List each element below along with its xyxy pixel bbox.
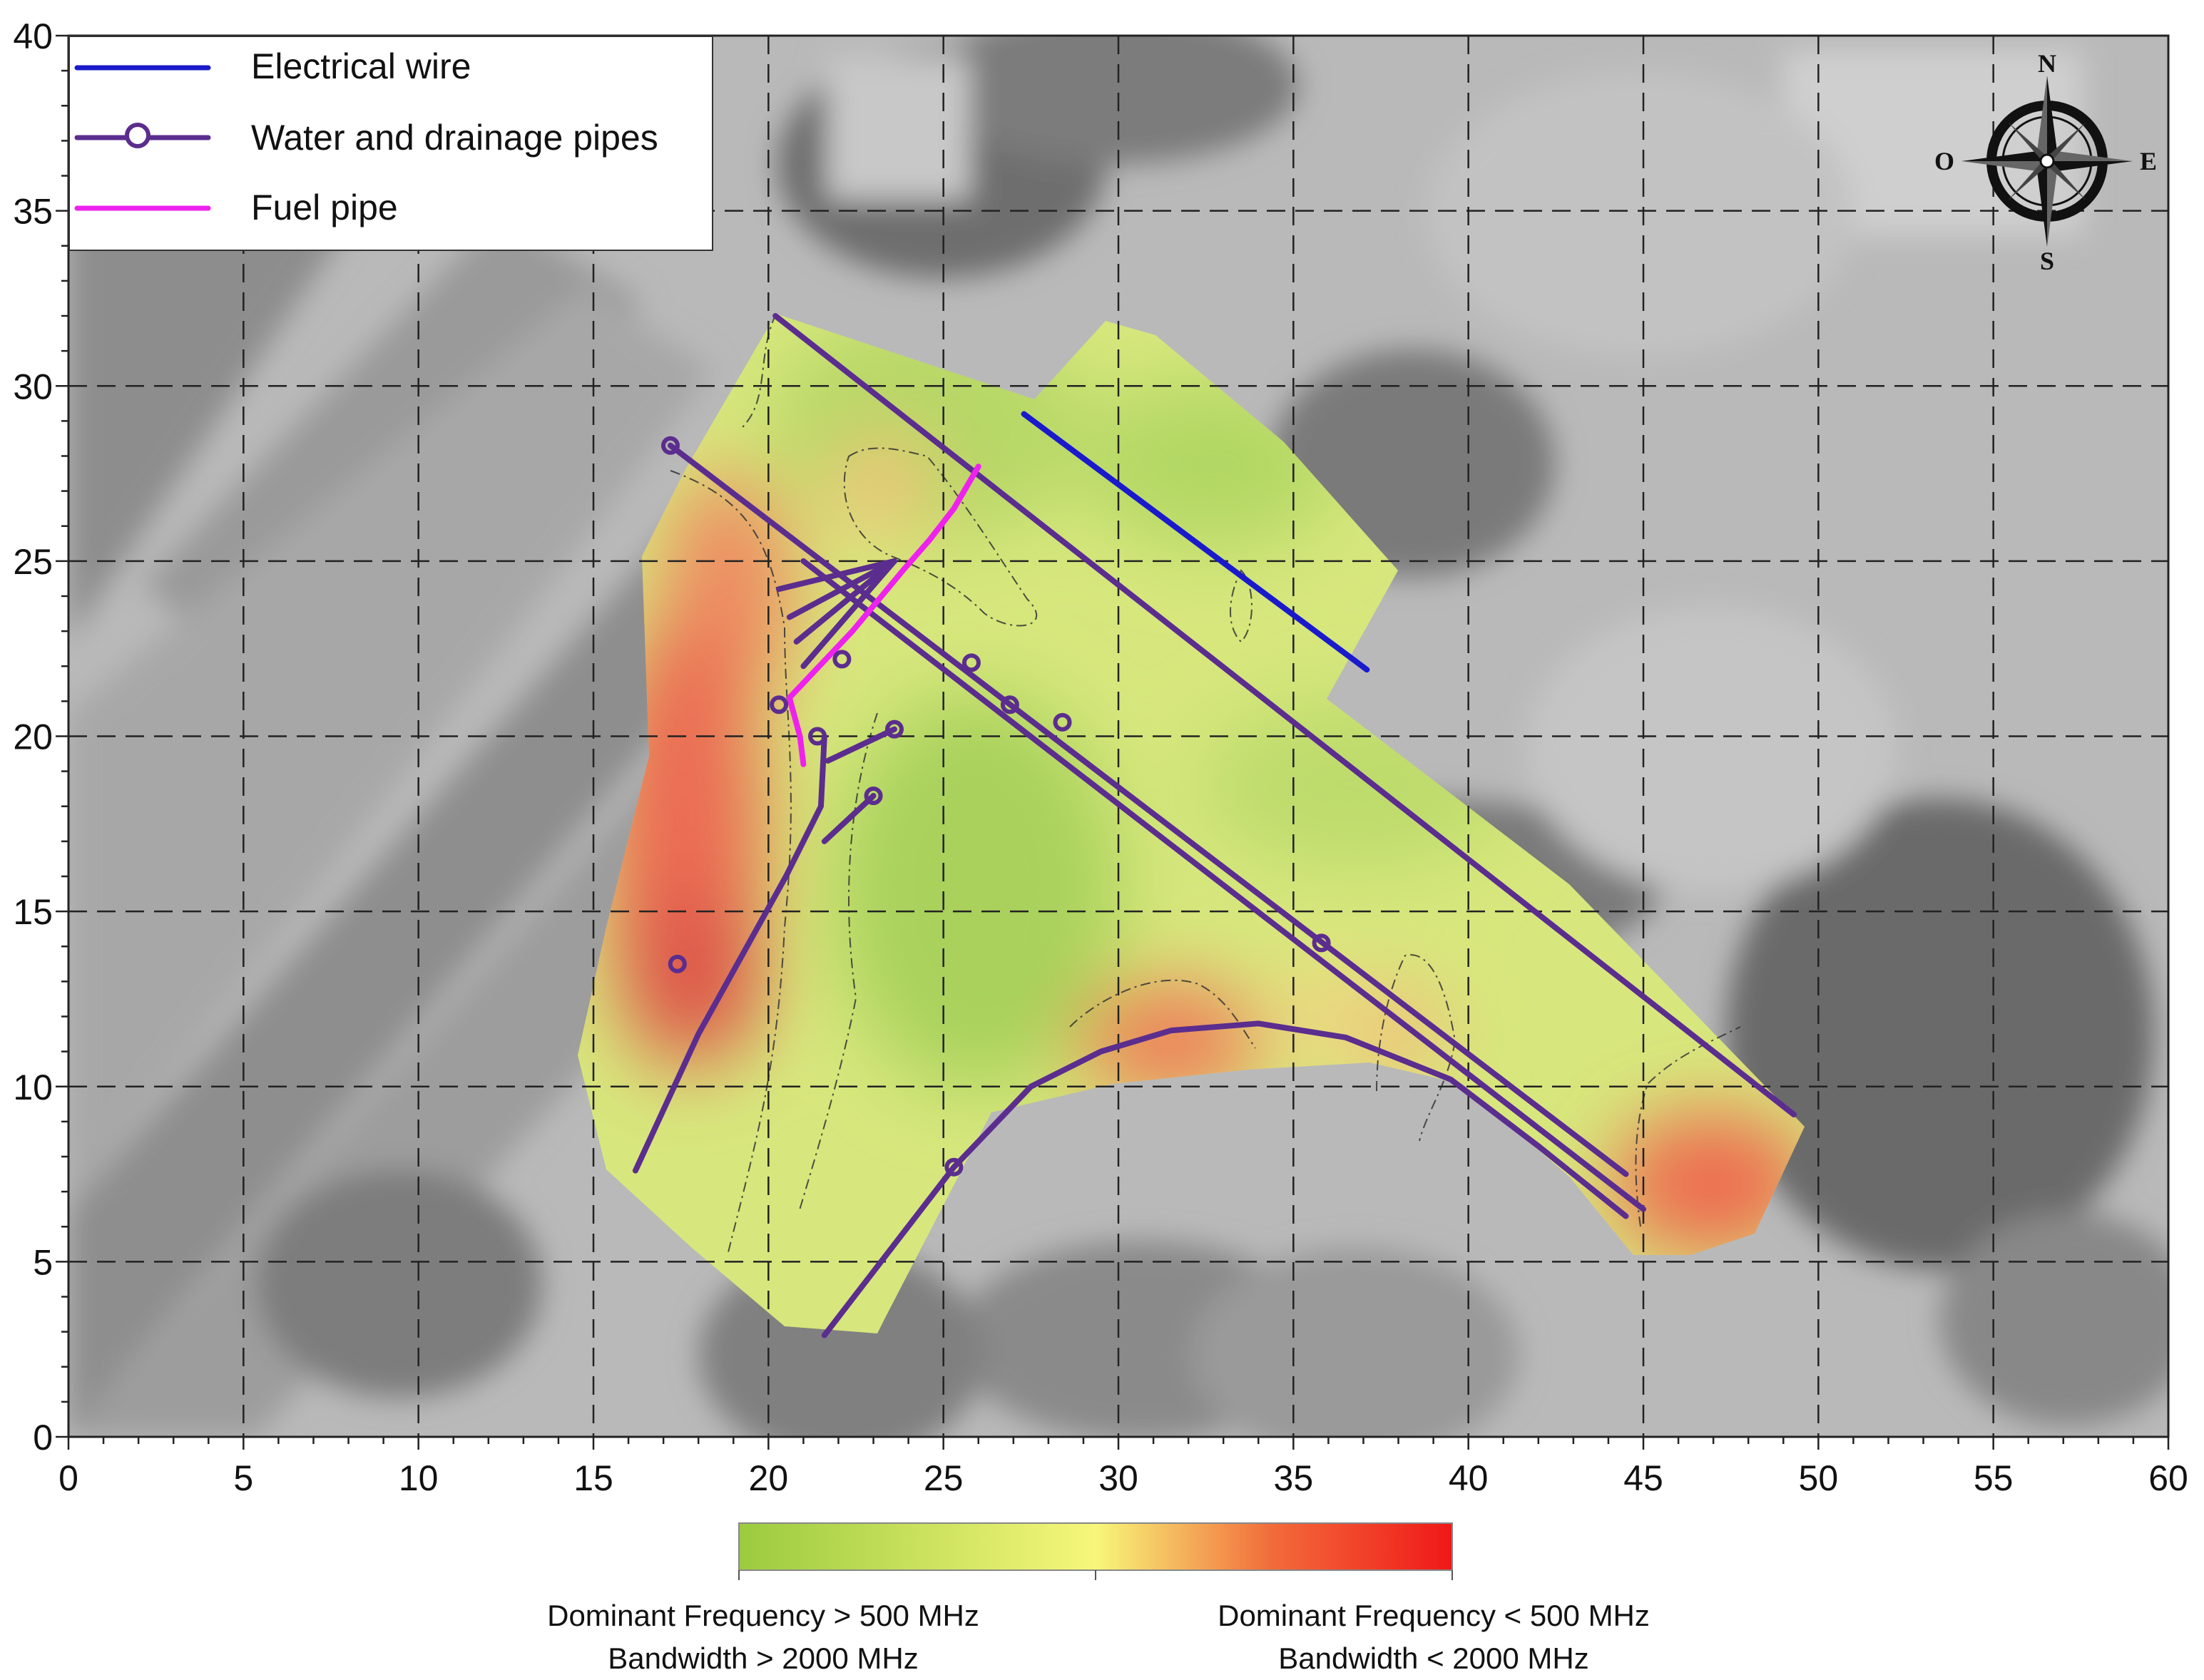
y-tick-label: 0 — [33, 1418, 53, 1458]
x-tick-label: 60 — [2148, 1458, 2188, 1498]
colorbar-left-frequency: Dominant Frequency > 500 MHz — [547, 1599, 979, 1632]
water-pipe-marker — [1312, 933, 1331, 953]
colorbar-gradient — [738, 1522, 1453, 1571]
colorbar-left-label: Dominant Frequency > 500 MHz Bandwidth >… — [499, 1594, 1027, 1680]
y-tick-label: 25 — [13, 542, 53, 582]
y-tick-label: 10 — [13, 1067, 53, 1107]
colorbar-right-frequency: Dominant Frequency < 500 MHz — [1218, 1599, 1650, 1632]
water-pipe-marker — [660, 436, 680, 455]
x-tick-label: 45 — [1623, 1458, 1663, 1498]
colorbar-right-bandwidth: Bandwidth < 2000 MHz — [1278, 1641, 1589, 1675]
water-pipe-marker — [864, 787, 883, 806]
x-tick-label: 0 — [58, 1458, 78, 1498]
legend-water-pipes-marker — [125, 123, 150, 148]
x-tick-label: 35 — [1274, 1458, 1314, 1498]
y-tick-label: 40 — [13, 16, 53, 56]
water-pipe-marker — [770, 695, 789, 714]
water-pipe-marker — [1053, 712, 1072, 732]
x-tick-label: 15 — [573, 1458, 613, 1498]
x-tick-label: 10 — [399, 1458, 439, 1498]
x-tick-label: 5 — [233, 1458, 253, 1498]
compass-west-label: O — [1934, 147, 1954, 175]
legend: Electrical wire Water and drainage pipes… — [68, 36, 713, 251]
water-pipe-marker — [808, 727, 827, 746]
axis-ticks — [56, 34, 2170, 1450]
water-pipe-marker — [668, 954, 687, 973]
y-tick-label: 30 — [13, 367, 53, 406]
y-tick-label: 35 — [13, 192, 53, 232]
legend-fuel-pipe-label: Fuel pipe — [251, 188, 398, 227]
x-tick-label: 25 — [924, 1458, 964, 1498]
water-pipe-line — [800, 558, 1646, 1212]
compass-south-label: S — [2040, 247, 2054, 275]
y-tick-label: 20 — [13, 717, 53, 757]
colorbar-right-label: Dominant Frequency < 500 MHz Bandwidth <… — [1170, 1594, 1698, 1680]
water-pipe-line — [667, 442, 1629, 1177]
y-tick-label: 5 — [33, 1242, 53, 1282]
grid-lines — [68, 36, 2168, 1437]
water-pipe-marker — [944, 1157, 964, 1177]
colorbar — [738, 1522, 1453, 1580]
compass-rose-icon: N S E O — [1934, 49, 2157, 275]
water-pipe-branch — [786, 558, 897, 620]
water-pipe-branch — [793, 558, 897, 645]
water-pipe-line — [825, 726, 897, 764]
x-tick-label: 20 — [749, 1458, 789, 1498]
water-pipe-line — [821, 793, 877, 844]
water-pipe-marker — [1000, 695, 1019, 714]
fuel-pipe-line — [786, 463, 981, 767]
water-pipe-line — [821, 1020, 1629, 1338]
water-pipe-marker — [884, 719, 904, 739]
legend-electrical-wire-label: Electrical wire — [251, 46, 471, 86]
water-pipe-branch — [800, 558, 897, 670]
x-tick-label: 50 — [1799, 1458, 1839, 1498]
axis-labels: 0 5 10 15 20 25 30 35 40 45 50 55 60 0 5 10 15 20 25 30 35 40 — [13, 16, 2188, 1498]
legend-water-pipes-label: Water and drainage pipes — [251, 118, 658, 158]
x-tick-label: 30 — [1098, 1458, 1138, 1498]
contour-lines — [670, 313, 1741, 1256]
colorbar-left-bandwidth: Bandwidth > 2000 MHz — [608, 1641, 919, 1675]
water-pipe-line — [632, 733, 827, 1174]
legend-box — [68, 36, 713, 251]
compass-east-label: E — [2140, 147, 2157, 175]
x-tick-label: 55 — [1974, 1458, 2014, 1498]
utility-features — [632, 313, 1797, 1338]
compass-north-label: N — [2038, 49, 2056, 78]
y-tick-label: 15 — [13, 892, 53, 932]
water-pipe-marker — [832, 650, 852, 669]
water-pipe-line — [772, 313, 1797, 1118]
x-tick-label: 40 — [1449, 1458, 1489, 1498]
water-pipe-branch — [776, 558, 897, 593]
electrical-wire-line — [1021, 411, 1370, 673]
water-pipe-marker — [961, 653, 981, 672]
